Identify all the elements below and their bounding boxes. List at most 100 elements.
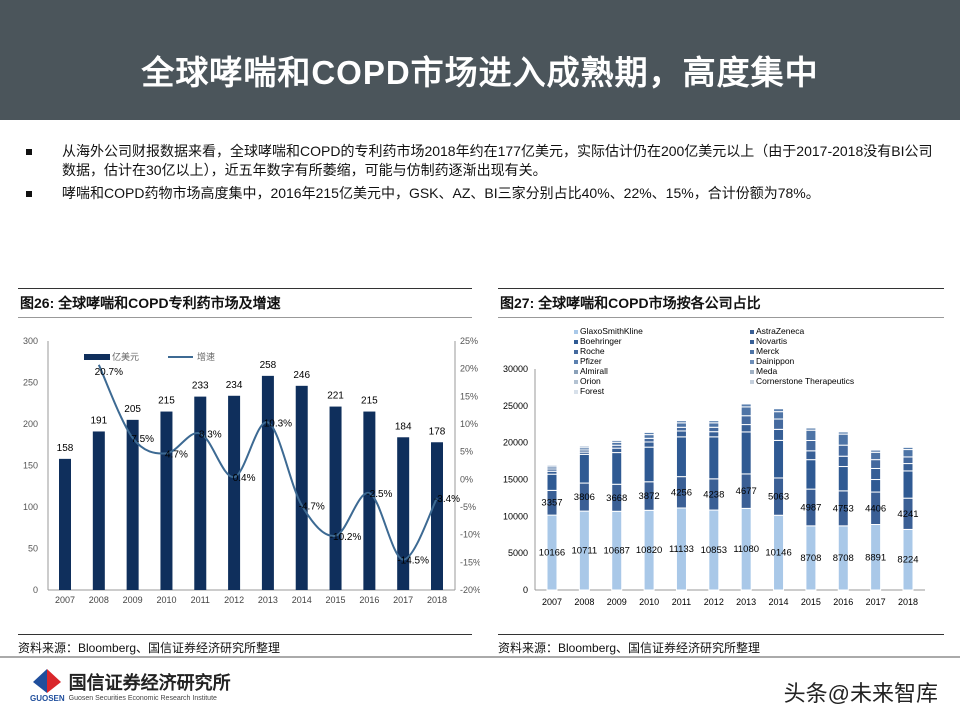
x-tick-label: 2012 xyxy=(704,597,724,607)
stacked-segment xyxy=(837,444,849,457)
stacked-segment xyxy=(902,449,914,458)
legend-label: Boehringer xyxy=(580,336,622,346)
stacked-segment xyxy=(643,431,655,436)
stacked-segment xyxy=(773,439,785,479)
bullet-text: 哮喘和COPD药物市场高度集中，2016年215亿美元中，GSK、AZ、BI三家… xyxy=(62,185,820,201)
x-tick-label: 2007 xyxy=(542,597,562,607)
y-tick-label: 30000 xyxy=(503,364,528,374)
y2-tick-label: 0% xyxy=(460,474,473,484)
legend-swatch xyxy=(574,380,578,384)
stacked-segment xyxy=(740,403,752,408)
stacked-segment xyxy=(578,453,590,484)
x-tick-label: 2014 xyxy=(769,597,789,607)
segment-value-label: 4753 xyxy=(833,503,854,514)
y2-tick-label: 5% xyxy=(460,447,473,457)
stacked-segment xyxy=(773,408,785,413)
segment-value-label: 10146 xyxy=(765,548,791,559)
bullet-icon xyxy=(26,149,32,155)
logo-english: Guosen Securities Economic Research Inst… xyxy=(68,695,217,702)
legend-label: Meda xyxy=(756,366,778,376)
legend-label: Pfizer xyxy=(580,356,602,366)
slide-title: 全球哮喘和COPD市场进入成熟期，高度集中 xyxy=(141,54,819,91)
bar-value-label: 184 xyxy=(395,421,412,432)
segment-value-label: 10711 xyxy=(572,546,598,557)
legend-label: Almirall xyxy=(580,366,608,376)
bar xyxy=(431,442,443,590)
legend-label: Forest xyxy=(580,386,605,396)
bar xyxy=(261,375,274,590)
left-source: 资料来源：Bloomberg、国信证券经济研究所整理 xyxy=(18,634,472,656)
growth-label: -4.7% xyxy=(299,501,325,512)
bar xyxy=(59,458,71,590)
stacked-segment xyxy=(708,431,720,438)
bullet-icon xyxy=(26,191,32,197)
legend-swatch xyxy=(750,340,754,344)
stacked-segment xyxy=(643,446,655,483)
y-tick-label: 0 xyxy=(33,585,38,595)
legend-swatch xyxy=(574,330,578,334)
legend-label: Roche xyxy=(580,346,605,356)
stacked-segment xyxy=(805,427,817,431)
stacked-segment xyxy=(740,431,752,475)
stacked-segment xyxy=(740,406,752,417)
y-tick-label: 100 xyxy=(23,502,38,512)
stacked-segment xyxy=(902,470,914,499)
stacked-segment xyxy=(870,449,882,453)
stacked-segment xyxy=(805,450,817,461)
guosen-logo: GUOSEN 国信证券经济研究所 Guosen Securities Econom… xyxy=(30,668,231,703)
y2-tick-label: 20% xyxy=(460,364,478,374)
x-tick-label: 2016 xyxy=(833,597,853,607)
segment-value-label: 4987 xyxy=(800,502,821,513)
growth-label: 7.5% xyxy=(131,434,154,445)
stacked-segment xyxy=(805,439,817,452)
stacked-segment xyxy=(611,452,623,485)
left-chart-title: 图26: 全球哮喘和COPD专利药市场及增速 xyxy=(18,288,472,318)
stacked-segment xyxy=(708,422,720,428)
stacked-segment xyxy=(675,422,687,428)
stacked-segment xyxy=(773,428,785,441)
stacked-segment xyxy=(546,473,558,491)
bullet-item: 哮喘和COPD药物市场高度集中，2016年215亿美元中，GSK、AZ、BI三家… xyxy=(20,184,945,203)
stacked-segment xyxy=(611,439,623,443)
legend-swatch xyxy=(750,350,754,354)
right-chart-title: 图27: 全球哮喘和COPD市场按各公司占比 xyxy=(498,288,944,318)
bar xyxy=(329,406,342,590)
bar-value-label: 258 xyxy=(260,360,277,371)
x-tick-label: 2009 xyxy=(607,597,627,607)
legend-swatch xyxy=(750,370,754,374)
y2-tick-label: -10% xyxy=(460,530,480,540)
stacked-segment xyxy=(837,433,849,446)
segment-value-label: 3357 xyxy=(541,498,562,509)
bar xyxy=(126,419,139,590)
stacked-segment xyxy=(740,415,752,426)
segment-value-label: 8708 xyxy=(833,553,854,564)
segment-value-label: 8891 xyxy=(865,552,886,563)
stacked-segment xyxy=(708,420,720,424)
slide-header: 全球哮喘和COPD市场进入成熟期，高度集中 xyxy=(0,0,960,120)
stacked-segment xyxy=(708,436,720,480)
stacked-segment xyxy=(870,459,882,469)
segment-value-label: 3872 xyxy=(639,491,660,502)
y2-tick-label: -5% xyxy=(460,502,476,512)
growth-label: -14.5% xyxy=(397,556,429,567)
bar-value-label: 178 xyxy=(429,426,446,437)
bar xyxy=(397,437,410,590)
y-tick-label: 0 xyxy=(523,585,528,595)
stacked-segment xyxy=(870,467,882,481)
stacked-segment xyxy=(578,445,590,449)
stacked-segment xyxy=(837,466,849,492)
stacked-segment xyxy=(611,447,623,454)
x-tick-label: 2016 xyxy=(359,595,379,605)
y2-tick-label: -15% xyxy=(460,557,480,567)
x-tick-label: 2007 xyxy=(55,595,75,605)
x-tick-label: 2013 xyxy=(736,597,756,607)
stacked-segment xyxy=(773,418,785,430)
x-tick-label: 2009 xyxy=(123,595,143,605)
stacked-segment xyxy=(643,437,655,443)
bar-value-label: 233 xyxy=(192,381,209,392)
segment-value-label: 10853 xyxy=(701,545,727,556)
bullet-item: 从海外公司财报数据来看，全球哮喘和COPD的专利药市场2018年约在177亿美元… xyxy=(20,142,945,180)
stacked-segment xyxy=(675,426,687,432)
segment-value-label: 3668 xyxy=(606,493,627,504)
growth-label: 4.7% xyxy=(165,449,188,460)
